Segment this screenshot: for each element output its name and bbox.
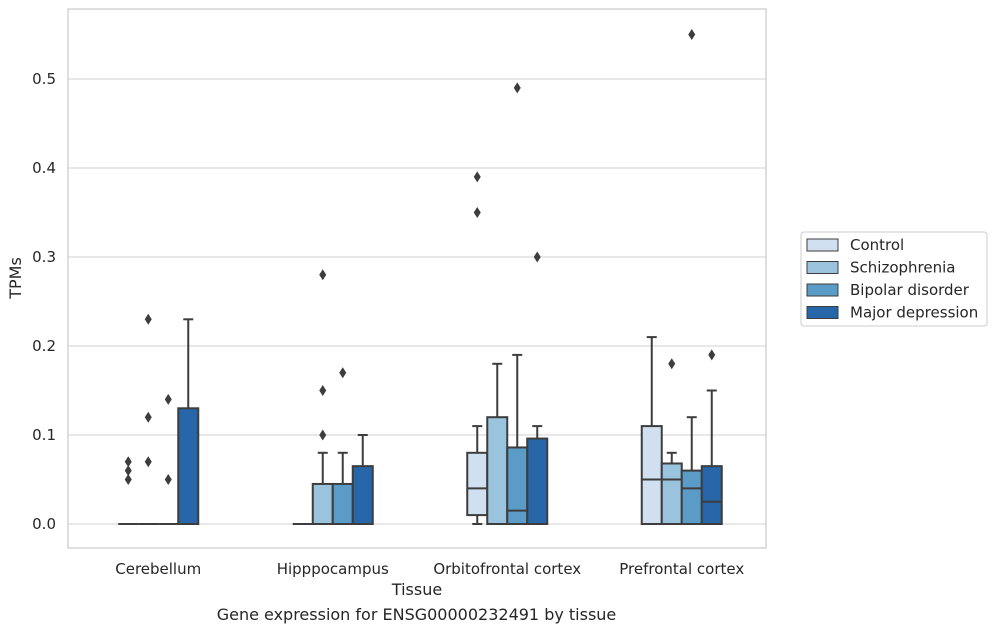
outlier-point xyxy=(473,207,481,218)
box-major-depression xyxy=(177,318,200,525)
legend-label: Bipolar disorder xyxy=(850,281,970,299)
figure-caption: Gene expression for ENSG00000232491 by t… xyxy=(216,605,617,624)
box-bipolar-disorder xyxy=(158,393,179,525)
y-tick-label: 0.0 xyxy=(32,515,56,533)
box-iqr xyxy=(506,446,529,525)
box-major-depression xyxy=(351,434,374,525)
box-schizophrenia xyxy=(311,269,334,526)
outlier-point xyxy=(144,411,152,423)
box-schizophrenia xyxy=(660,358,683,526)
box-iqr xyxy=(660,462,683,526)
box-iqr xyxy=(331,482,354,526)
legend-swatch xyxy=(806,283,839,297)
outlier-point xyxy=(319,429,327,441)
y-tick-label: 0.1 xyxy=(32,426,56,444)
y-tick-label: 0.3 xyxy=(32,248,56,266)
box-iqr xyxy=(640,425,663,526)
y-tick-label: 0.2 xyxy=(32,337,56,355)
box-schizophrenia xyxy=(486,362,509,526)
outlier-point xyxy=(124,465,132,477)
outlier-point xyxy=(339,367,347,379)
y-tick-label: 0.5 xyxy=(32,70,56,88)
box-control xyxy=(118,456,139,525)
outlier-point xyxy=(144,313,152,325)
box-groups xyxy=(118,29,723,526)
outlier-point xyxy=(473,171,481,183)
box-control xyxy=(640,336,663,526)
legend-label: Schizophrenia xyxy=(850,259,955,277)
outlier-point xyxy=(124,456,132,468)
box-major-depression xyxy=(700,349,723,525)
y-tick-label: 0.4 xyxy=(32,159,56,177)
box-bipolar-disorder xyxy=(680,29,703,526)
box-control xyxy=(466,171,489,525)
outlier-point xyxy=(319,269,327,281)
legend-swatch xyxy=(806,238,839,252)
legend-label: Control xyxy=(850,236,904,254)
x-tick-label: Prefrontal cortex xyxy=(619,560,744,578)
x-tick-label: Orbitofrontal cortex xyxy=(433,560,581,578)
legend: Control Schizophrenia Bipolar disorder Majo… xyxy=(800,231,988,327)
outlier-point xyxy=(319,385,327,396)
outlier-point xyxy=(144,456,152,468)
x-axis-label: Tissue xyxy=(391,580,442,599)
box-iqr xyxy=(700,465,723,525)
box-iqr xyxy=(351,465,374,525)
box-iqr xyxy=(486,416,509,526)
box-iqr xyxy=(526,437,549,525)
x-tick-label: Cerebellum xyxy=(115,560,201,578)
legend-swatch xyxy=(806,261,839,274)
box-iqr xyxy=(311,482,334,526)
y-axis-label: TPMs xyxy=(6,257,25,300)
box-schizophrenia xyxy=(138,313,159,525)
outlier-point xyxy=(124,474,132,485)
outlier-point xyxy=(513,82,521,94)
legend-frame xyxy=(800,231,988,327)
outlier-point xyxy=(164,474,172,485)
box-bipolar-disorder xyxy=(506,82,529,525)
y-tick-labels: 0.0 0.1 0.2 0.3 0.4 0.5 xyxy=(32,70,56,533)
legend-swatch xyxy=(806,306,839,319)
box-iqr xyxy=(680,469,703,526)
x-tick-labels: Cerebellum Hipppocampus Orbitofrontal cort… xyxy=(115,560,744,578)
box-bipolar-disorder xyxy=(331,367,354,526)
outlier-point xyxy=(164,393,172,405)
box-iqr xyxy=(466,451,489,517)
outlier-point xyxy=(688,29,696,40)
plot-frame xyxy=(67,8,767,549)
box-iqr xyxy=(177,407,200,525)
x-tick-label: Hipppocampus xyxy=(277,560,389,578)
outlier-point xyxy=(533,251,541,263)
outlier-point xyxy=(708,349,716,361)
outlier-point xyxy=(668,358,676,370)
legend-label: Major depression xyxy=(850,304,978,322)
box-major-depression xyxy=(526,251,549,525)
